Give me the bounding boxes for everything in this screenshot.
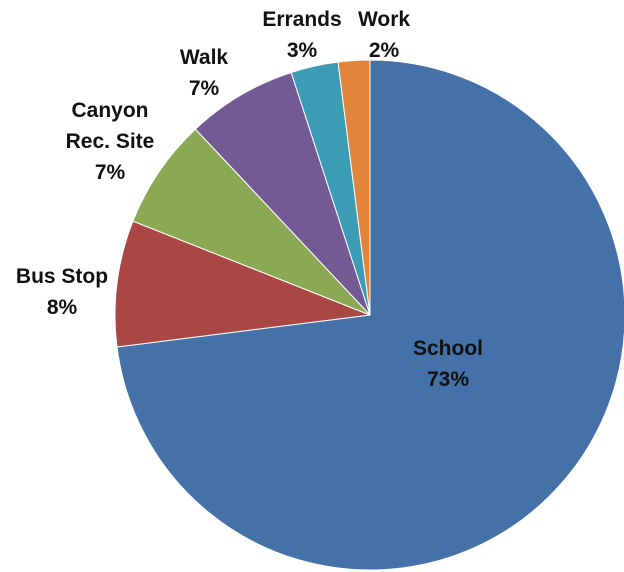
label-canyon-rec-site-name: Rec. Site: [66, 130, 155, 153]
label-canyon-rec-site-value: 7%: [95, 161, 126, 184]
label-walk-name: Walk: [180, 46, 229, 69]
label-bus-stop-value: 8%: [47, 296, 78, 319]
slice-work: [337, 59, 371, 316]
pie-labels: School 73% Bus Stop 8% Canyon Rec. Site 7% Walk…: [16, 8, 483, 391]
pie-slices: [114, 59, 624, 571]
slice-canyon-rec-site: [132, 128, 371, 316]
label-canyon-rec-site-name: Canyon: [71, 99, 148, 122]
label-walk-value: 7%: [189, 77, 220, 100]
label-errands-value: 3%: [287, 39, 318, 62]
slice-walk: [194, 71, 371, 316]
label-school-name: School: [413, 337, 483, 360]
label-bus-stop-name: Bus Stop: [16, 265, 108, 288]
slice-bus-stop: [114, 220, 371, 348]
label-school-value: 73%: [427, 368, 469, 391]
label-errands-name: Errands: [262, 8, 341, 31]
label-work-name: Work: [358, 8, 410, 31]
slice-school: [116, 59, 624, 571]
label-work-value: 2%: [369, 39, 400, 62]
